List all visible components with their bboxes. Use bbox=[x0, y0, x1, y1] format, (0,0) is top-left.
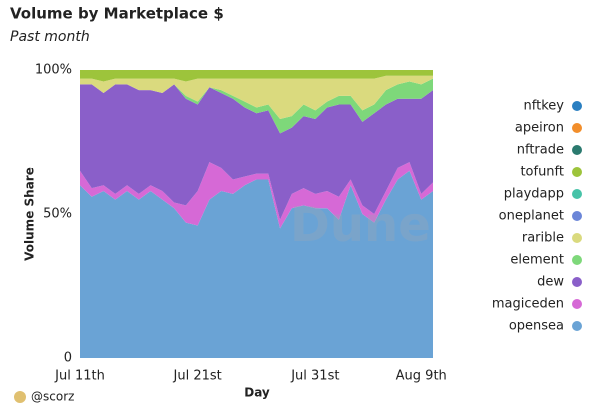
credit-avatar bbox=[14, 391, 26, 403]
area bbox=[80, 84, 433, 220]
legend-swatch bbox=[572, 123, 582, 133]
legend-label: nftkey bbox=[524, 99, 565, 114]
credit: @scorz bbox=[31, 390, 74, 404]
legend-label: playdapp bbox=[504, 187, 564, 202]
area bbox=[80, 75, 433, 119]
legend-label: apeiron bbox=[515, 121, 564, 136]
legend-label: dew bbox=[537, 275, 564, 290]
chart-subtitle: Past month bbox=[10, 29, 90, 45]
legend-label: oneplanet bbox=[499, 209, 564, 224]
legend-label: nftrade bbox=[517, 143, 564, 158]
legend-swatch bbox=[572, 321, 582, 331]
x-tick-label: Jul 11th bbox=[54, 369, 105, 384]
legend-swatch bbox=[572, 211, 582, 221]
watermark: Dune bbox=[290, 197, 431, 253]
area bbox=[80, 70, 433, 82]
y-tick-label: 50% bbox=[43, 207, 72, 222]
legend-label: opensea bbox=[509, 319, 564, 334]
x-axis-title: Day bbox=[244, 386, 270, 400]
legend-swatch bbox=[572, 299, 582, 309]
legend-swatch bbox=[572, 277, 582, 287]
legend-swatch bbox=[572, 167, 582, 177]
legend-swatch bbox=[572, 145, 582, 155]
legend-swatch bbox=[572, 233, 582, 243]
y-tick-label: 0 bbox=[64, 351, 72, 366]
legend-swatch bbox=[572, 255, 582, 265]
x-tick-label: Jul 21st bbox=[173, 369, 222, 384]
y-axis-title: Volume Share bbox=[23, 167, 37, 261]
area bbox=[80, 170, 433, 358]
legend-swatch bbox=[572, 189, 582, 199]
x-tick-label: Jul 31st bbox=[290, 369, 339, 384]
plot-area bbox=[80, 70, 433, 358]
x-tick-label: Aug 9th bbox=[396, 369, 447, 384]
legend-label: tofunft bbox=[520, 165, 564, 180]
legend-label: magiceden bbox=[492, 297, 564, 312]
y-tick-label: 100% bbox=[35, 63, 72, 78]
legend-label: element bbox=[510, 253, 564, 268]
chart-title: Volume by Marketplace $ bbox=[10, 5, 224, 23]
legend-label: rarible bbox=[522, 231, 564, 246]
area bbox=[80, 162, 433, 229]
legend-swatch bbox=[572, 101, 582, 111]
